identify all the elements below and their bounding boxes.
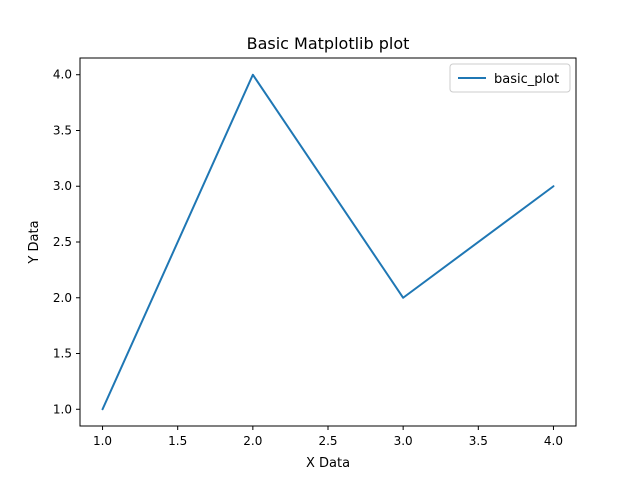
legend: basic_plot	[449, 63, 571, 93]
y-tick-label: 2.0	[53, 291, 72, 305]
series-group	[101, 73, 555, 411]
x-axis-ticks: 1.0 1.5 2.0 2.5 3.0 3.5 4.0	[93, 426, 563, 448]
x-tick-label: 4.0	[544, 434, 563, 448]
y-axis-ticks: 1.0 1.5 2.0 2.5 3.0 3.5 4.0	[53, 68, 80, 416]
x-axis-label: X Data	[306, 456, 350, 471]
chart-title: Basic Matplotlib plot	[247, 34, 410, 53]
y-tick-label: 1.5	[53, 347, 72, 361]
x-tick-label: 2.0	[243, 434, 262, 448]
x-tick-label: 2.5	[318, 434, 337, 448]
y-tick-label: 4.0	[53, 68, 72, 82]
plot-area: 1.0 1.5 2.0 2.5 3.0 3.5 4.0 1.0 1.5 2.0 2.5 3.0 3.5…	[53, 57, 577, 448]
axes-background	[80, 58, 576, 426]
y-tick-label: 2.5	[53, 235, 72, 249]
y-axis-label: Y Data	[27, 220, 42, 264]
y-tick-label: 1.0	[53, 402, 72, 416]
x-tick-label: 3.0	[394, 434, 413, 448]
legend-label-basic-plot: basic_plot	[494, 72, 559, 87]
x-tick-label: 3.5	[469, 434, 488, 448]
y-tick-label: 3.5	[53, 123, 72, 137]
x-tick-label: 1.5	[168, 434, 187, 448]
y-tick-label: 3.0	[53, 179, 72, 193]
axes-frame	[79, 57, 577, 427]
legend-box	[449, 63, 571, 93]
x-tick-label: 1.0	[93, 434, 112, 448]
series-line-basic-plot	[101, 73, 555, 411]
